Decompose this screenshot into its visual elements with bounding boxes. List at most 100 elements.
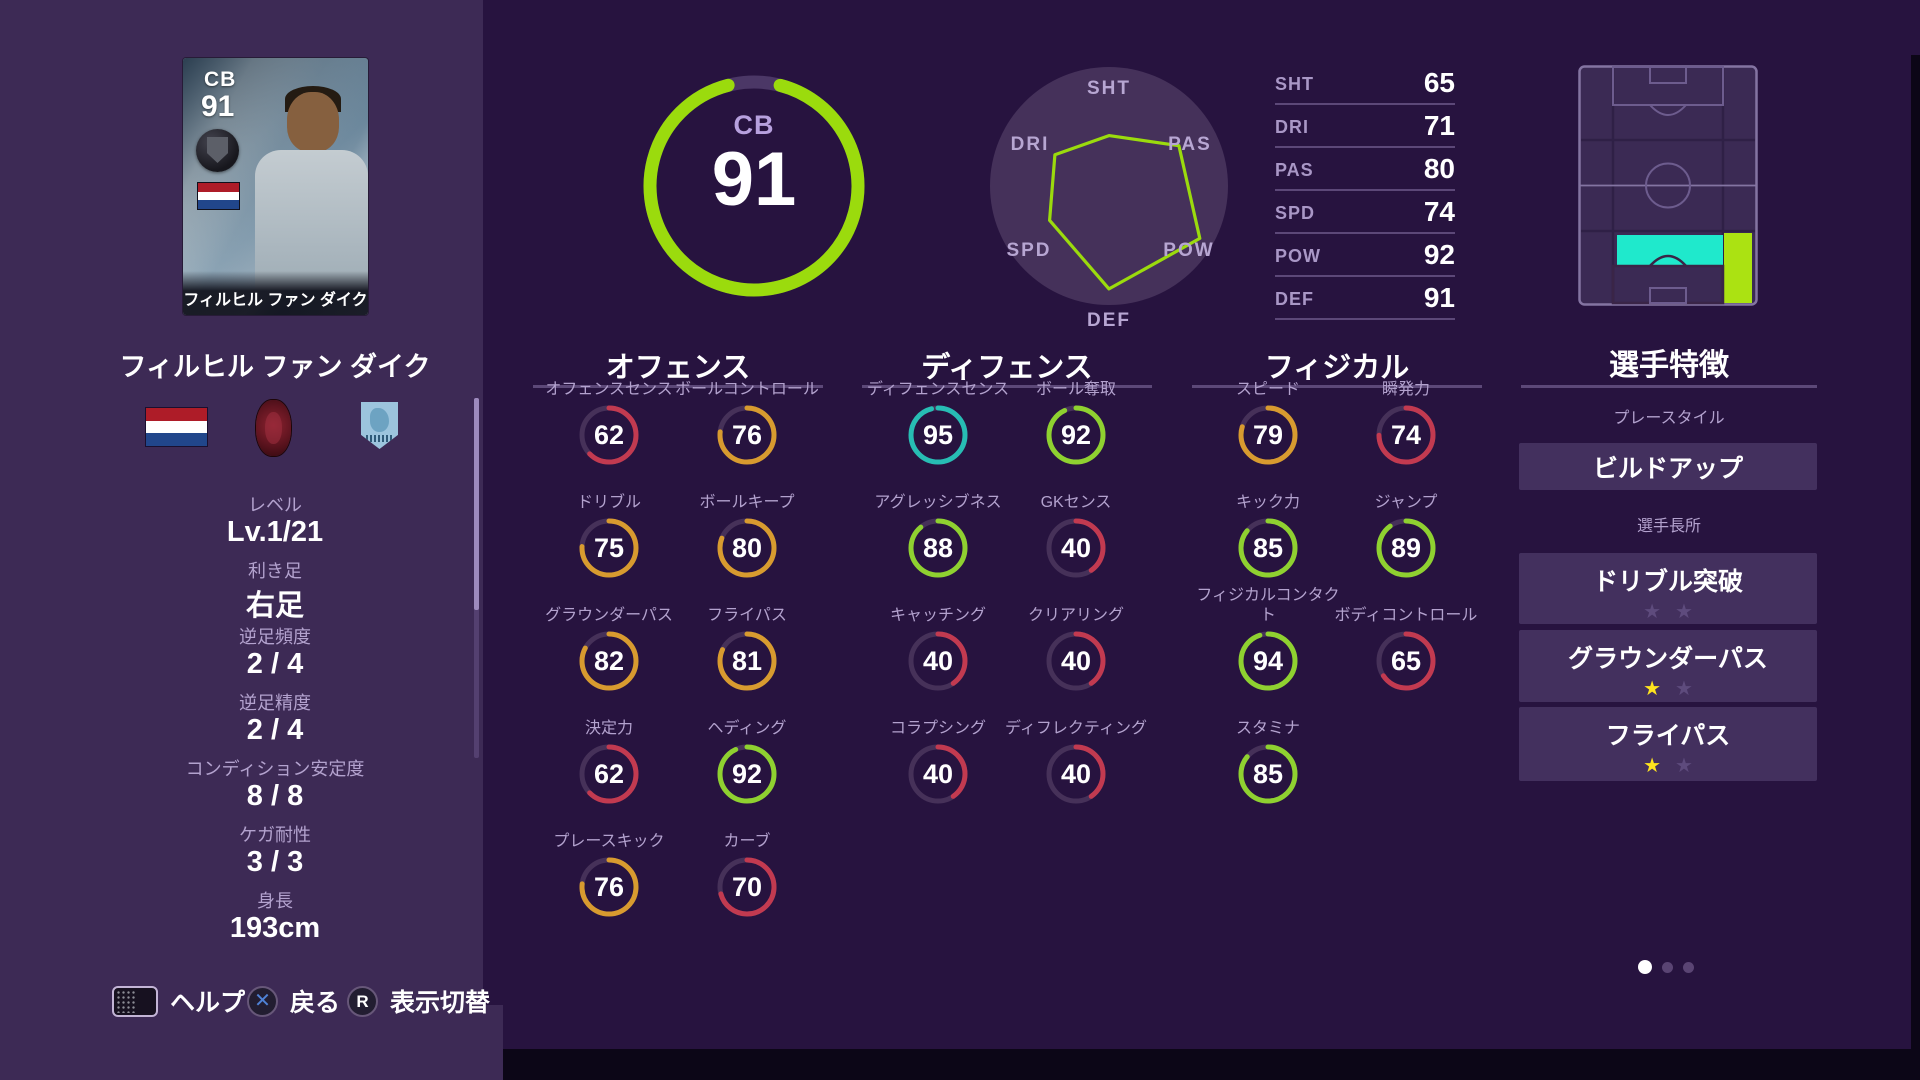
stat-value: 81 xyxy=(731,645,763,676)
stat-cell: クリアリング 40 xyxy=(1001,582,1151,693)
stat-ring: 76 xyxy=(577,855,641,919)
summary-stat-value: 74 xyxy=(1423,196,1455,227)
stat-cell: コラプシング 40 xyxy=(863,695,1013,806)
stat-ring: 92 xyxy=(1044,403,1108,467)
stat-label: ボール奪取 xyxy=(1035,381,1116,398)
info-value: 2 / 4 xyxy=(246,714,304,746)
card-rating-value: 91 xyxy=(201,90,235,123)
skill-button[interactable]: ドリブル突破 ★ ★ xyxy=(1519,553,1817,624)
radar-polygon xyxy=(1047,133,1202,291)
stat-ring: 62 xyxy=(577,403,641,467)
playstyle-label: プレースタイル xyxy=(1613,410,1725,427)
help-item-back[interactable]: ✕ 戻る xyxy=(247,984,340,1018)
stat-cell: キック力 85 xyxy=(1193,469,1343,580)
stat-label: スピード xyxy=(1235,381,1300,398)
stat-cell: ドリブル 75 xyxy=(534,469,684,580)
stat-cell: カーブ 70 xyxy=(672,808,822,919)
stat-value: 89 xyxy=(1390,532,1422,563)
screen-bottom-strip xyxy=(503,1049,1920,1080)
star-icon: ★ xyxy=(1643,755,1661,777)
stat-label: フィジカルコンタクト xyxy=(1196,587,1340,624)
stat-cell: 決定力 62 xyxy=(534,695,684,806)
radar-chart: SHT PAS POW DEF SPD DRI xyxy=(989,50,1229,340)
skill-button[interactable]: フライパス ★ ★ xyxy=(1519,707,1817,781)
stat-value: 62 xyxy=(593,758,625,789)
player-portrait-body xyxy=(255,150,368,290)
traits-title: 選手特徴 xyxy=(1609,349,1729,382)
stat-value: 76 xyxy=(731,419,763,450)
info-label: 利き足 xyxy=(248,561,302,581)
stat-label: オフェンスセンス xyxy=(545,381,673,398)
summary-stat-row: DRI 71 xyxy=(1275,105,1455,148)
pagination-dot[interactable] xyxy=(1683,961,1694,973)
section-divider xyxy=(533,385,823,388)
stat-label: ヘディング xyxy=(707,720,787,737)
skill-button[interactable]: グラウンダーパス ★ ★ xyxy=(1519,630,1817,702)
section-title: オフェンス xyxy=(605,352,751,384)
section-divider xyxy=(1192,385,1482,388)
stat-label: 瞬発力 xyxy=(1381,381,1430,398)
stat-label: スタミナ xyxy=(1235,720,1300,737)
stat-label: プレースキック xyxy=(553,833,665,850)
stat-ring: 40 xyxy=(1044,516,1108,580)
summary-stat-row: PAS 80 xyxy=(1275,148,1455,191)
stat-value: 82 xyxy=(593,645,625,676)
stat-ring: 94 xyxy=(1236,629,1300,693)
section-title: フィジカル xyxy=(1264,352,1410,384)
stat-cell: アグレッシブネス 88 xyxy=(863,469,1013,580)
stat-ring: 74 xyxy=(1374,403,1438,467)
stat-label: 決定力 xyxy=(584,720,633,737)
info-label: コンディション安定度 xyxy=(185,759,365,779)
stat-ring: 40 xyxy=(1044,629,1108,693)
club-emblem-icon xyxy=(196,129,239,172)
stat-label: ボールコントロール xyxy=(675,381,819,398)
stat-ring: 70 xyxy=(715,855,779,919)
stat-value: 79 xyxy=(1252,419,1284,450)
info-label: 逆足頻度 xyxy=(239,627,311,647)
section-divider xyxy=(862,385,1152,388)
stat-value: 40 xyxy=(1060,758,1092,789)
stat-label: GKセンス xyxy=(1040,494,1112,511)
stat-value: 94 xyxy=(1252,645,1284,676)
position-highlight-main xyxy=(1617,235,1723,267)
stat-ring: 40 xyxy=(906,742,970,806)
stat-ring: 65 xyxy=(1374,629,1438,693)
radar-axis-label: SHT xyxy=(1087,78,1131,99)
skills-label: 選手長所 xyxy=(1636,518,1701,535)
stat-label: キック力 xyxy=(1235,494,1300,511)
summary-stat-label: POW xyxy=(1275,246,1321,266)
radar-axis-label: DEF xyxy=(1087,310,1131,331)
pagination-dot[interactable] xyxy=(1638,960,1652,974)
summary-stat-row: POW 92 xyxy=(1275,234,1455,277)
stat-ring: 95 xyxy=(906,403,970,467)
stat-cell: ジャンプ 89 xyxy=(1331,469,1481,580)
player-portrait xyxy=(287,92,339,152)
stat-cell: フライパス 81 xyxy=(672,582,822,693)
summary-stat-value: 80 xyxy=(1423,153,1455,184)
skill-stars: ★ ★ xyxy=(1643,602,1693,622)
stat-ring: 85 xyxy=(1236,516,1300,580)
stat-label: ボディコントロール xyxy=(1334,607,1478,624)
stat-cell: 瞬発力 74 xyxy=(1331,356,1481,467)
scrollbar-thumb[interactable] xyxy=(474,398,479,610)
summary-stat-label: PAS xyxy=(1275,160,1314,180)
stat-value: 85 xyxy=(1252,532,1284,563)
summary-stat-row: DEF 91 xyxy=(1275,277,1455,320)
playstyle-button[interactable]: ビルドアップ xyxy=(1519,443,1817,490)
summary-stat-value: 91 xyxy=(1423,282,1455,313)
stat-ring: 80 xyxy=(715,516,779,580)
help-item-help[interactable]: ヘルプ xyxy=(112,984,245,1018)
info-label: レベル xyxy=(248,495,302,515)
star-icon: ★ xyxy=(1643,601,1661,623)
pagination-dot[interactable] xyxy=(1662,961,1673,973)
info-value: Lv.1/21 xyxy=(226,516,324,548)
stat-label: コラプシング xyxy=(889,720,986,737)
info-label: 身長 xyxy=(257,891,293,911)
player-name: フィルヒル ファン ダイク xyxy=(119,352,431,382)
summary-stat-label: SHT xyxy=(1275,74,1314,94)
star-icon: ★ xyxy=(1643,678,1661,700)
info-value: 3 / 3 xyxy=(246,846,304,878)
help-item-toggle-view[interactable]: R 表示切替 xyxy=(347,984,490,1018)
stat-label: キャッチング xyxy=(889,607,986,624)
